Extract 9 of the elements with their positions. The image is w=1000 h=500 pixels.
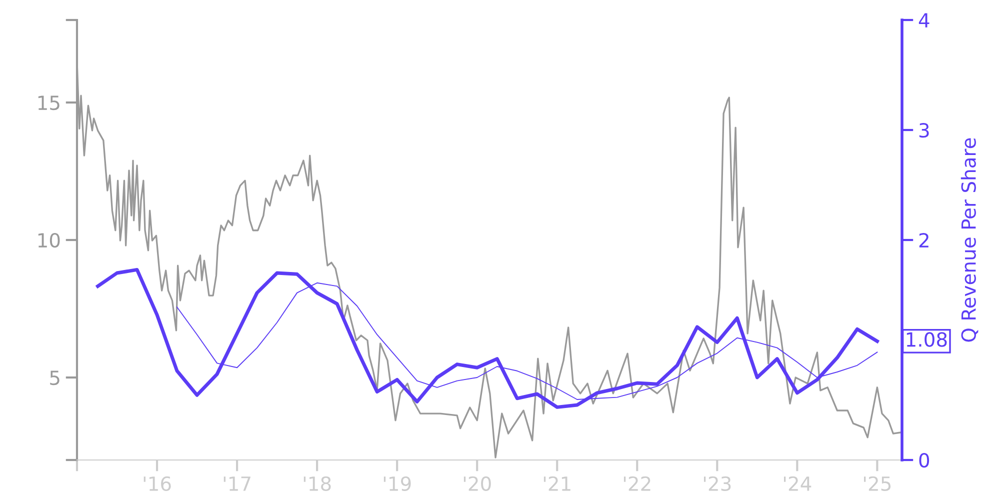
y2-tick-label: 0 [919, 452, 930, 468]
y2-tick-label: 3 [919, 122, 929, 138]
y-tick-label: 10 [38, 232, 60, 248]
y-tick-label: 5 [50, 370, 60, 386]
y2-tick-label: 4 [918, 13, 930, 28]
y-tick-label: 15 [38, 96, 60, 110]
y2-axis-title: Q Revenue Per Share [960, 138, 978, 342]
y2-tick-label: 2 [919, 232, 928, 248]
text: 1.08 [906, 332, 947, 347]
